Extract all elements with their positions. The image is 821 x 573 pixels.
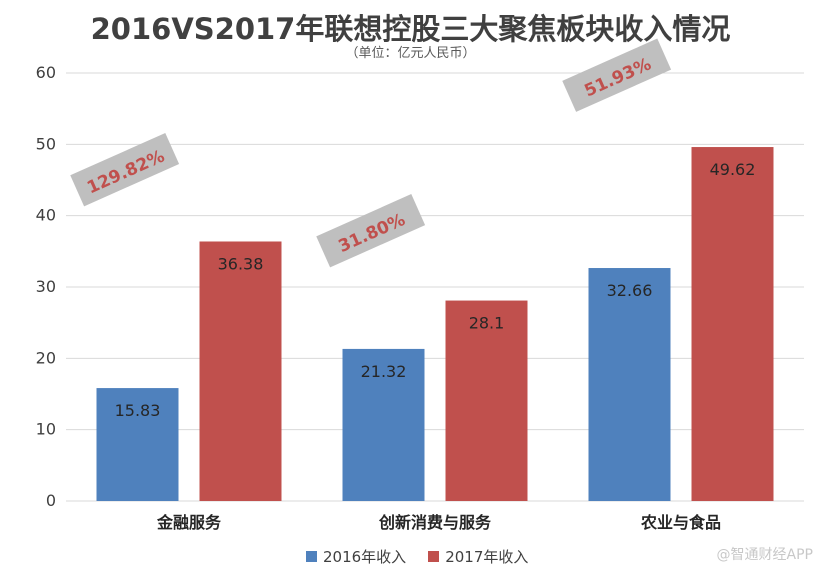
data-label-2017-0: 36.38 xyxy=(218,254,264,273)
y-tick-label-50: 50 xyxy=(36,134,56,153)
bar-2016-2 xyxy=(588,268,671,501)
legend-item-2016: 2016年收入 xyxy=(306,546,406,567)
legend-item-2017: 2017年收入 xyxy=(428,546,528,567)
legend-label-2016: 2016年收入 xyxy=(323,548,407,566)
watermark: @智通财经APP xyxy=(716,547,813,563)
growth-badge-box-1 xyxy=(316,194,426,268)
x-tick-label-0: 金融服务 xyxy=(156,513,222,532)
chart-subtitle: （单位：亿元人民币） xyxy=(345,46,476,61)
y-tick-label-10: 10 xyxy=(36,420,56,439)
y-tick-label-60: 60 xyxy=(36,63,56,82)
bar-2016-1 xyxy=(342,348,425,501)
y-tick-label-40: 40 xyxy=(36,206,56,225)
chart-title: 2016VS2017年联想控股三大聚焦板块收入情况 xyxy=(90,12,731,46)
growth-badge-1: 31.80% xyxy=(316,194,426,268)
growth-badge-box-0 xyxy=(70,132,180,207)
data-label-2016-2: 32.66 xyxy=(607,281,653,300)
x-tick-label-2: 农业与食品 xyxy=(640,513,721,532)
data-label-2016-1: 21.32 xyxy=(361,362,407,381)
legend-label-2017: 2017年收入 xyxy=(445,548,529,566)
data-label-2017-2: 49.62 xyxy=(710,160,756,179)
bar-2017-1 xyxy=(445,300,528,501)
data-label-2017-1: 28.1 xyxy=(469,314,505,333)
y-tick-label-30: 30 xyxy=(36,277,56,296)
legend-swatch-2016 xyxy=(306,551,317,562)
y-tick-label-0: 0 xyxy=(46,491,56,510)
legend: 2016年收入 2017年收入 xyxy=(306,546,528,567)
bar-2016-0 xyxy=(96,388,179,501)
legend-swatch-2017 xyxy=(428,551,440,562)
growth-badge-2: 51.93% xyxy=(562,38,672,112)
growth-badge-box-2 xyxy=(562,38,672,112)
bar-2017-0 xyxy=(199,241,282,502)
x-tick-label-1: 创新消费与服务 xyxy=(378,513,492,532)
data-label-2016-0: 15.83 xyxy=(115,401,161,420)
bar-2017-2 xyxy=(691,147,774,501)
y-tick-label-20: 20 xyxy=(36,348,56,367)
